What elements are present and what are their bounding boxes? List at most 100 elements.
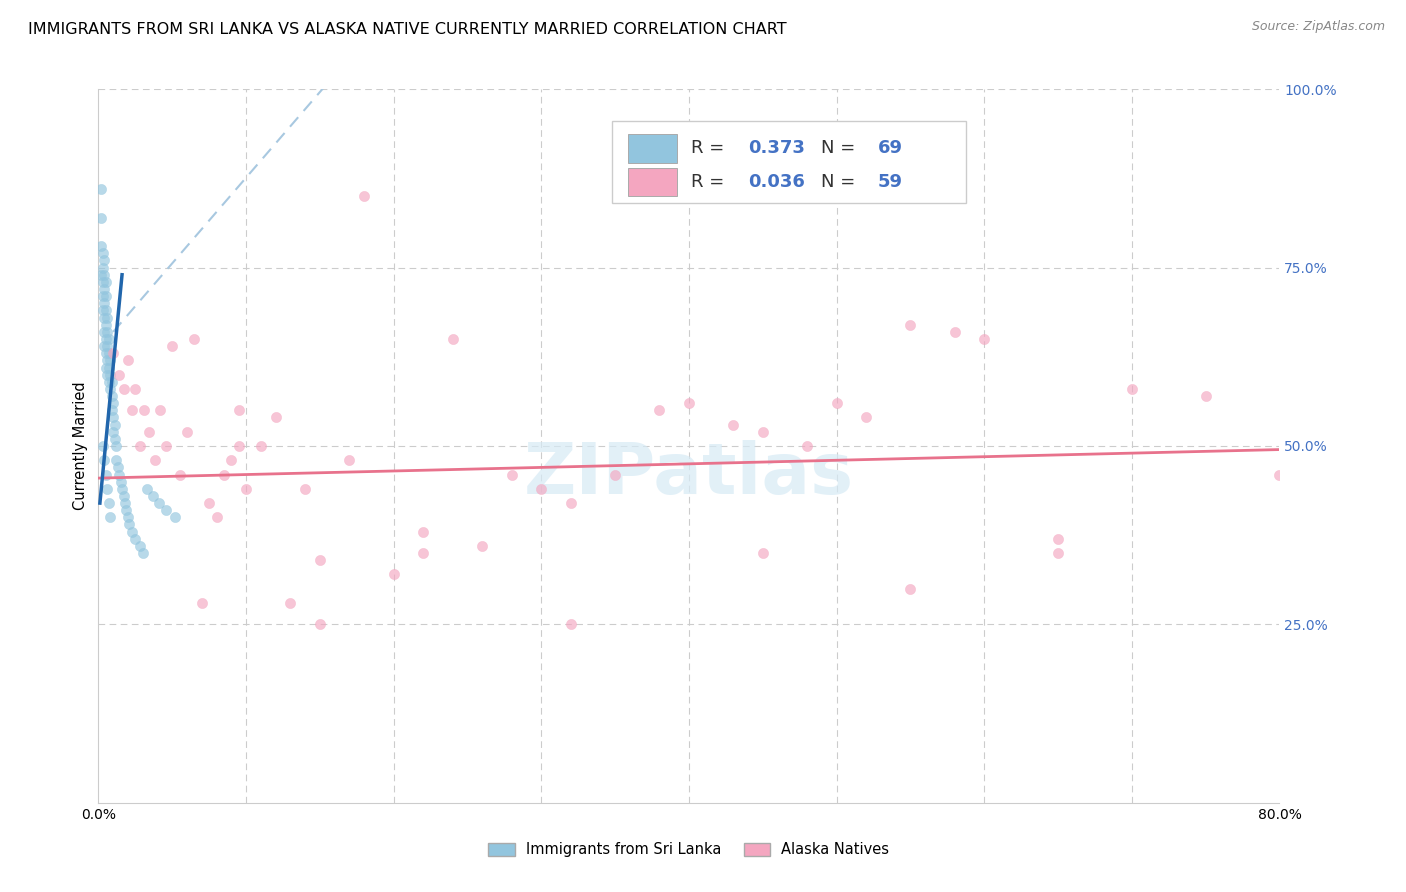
Point <box>136 482 159 496</box>
Point <box>98 510 121 524</box>
Point <box>91 303 114 318</box>
Text: 0.036: 0.036 <box>748 173 804 191</box>
Point <box>1121 382 1143 396</box>
Point <box>94 346 117 360</box>
Point <box>94 289 117 303</box>
Point <box>104 432 127 446</box>
Text: R =: R = <box>692 173 730 191</box>
Point <box>143 453 166 467</box>
Point <box>94 318 117 332</box>
Point <box>605 467 627 482</box>
Point <box>94 275 117 289</box>
Point <box>91 289 114 303</box>
Point <box>98 368 121 382</box>
Point <box>97 375 120 389</box>
Point <box>93 325 115 339</box>
Text: N =: N = <box>821 139 862 157</box>
Point <box>752 546 775 560</box>
Point <box>108 368 131 382</box>
Point <box>412 524 434 539</box>
Point <box>309 617 332 632</box>
Text: ZIPatlas: ZIPatlas <box>524 440 853 509</box>
Point <box>103 425 125 439</box>
Point <box>165 510 187 524</box>
Point <box>90 268 112 282</box>
Point <box>90 182 112 196</box>
Point <box>134 403 156 417</box>
Point <box>100 375 122 389</box>
Point <box>530 482 553 496</box>
Point <box>471 539 494 553</box>
Point <box>115 503 138 517</box>
Point <box>94 303 117 318</box>
Point <box>97 496 120 510</box>
Point <box>121 403 143 417</box>
Point <box>118 517 141 532</box>
Point <box>382 567 405 582</box>
Text: IMMIGRANTS FROM SRI LANKA VS ALASKA NATIVE CURRENTLY MARRIED CORRELATION CHART: IMMIGRANTS FROM SRI LANKA VS ALASKA NATI… <box>28 22 787 37</box>
Point <box>124 382 146 396</box>
Point <box>796 439 818 453</box>
Point <box>100 389 122 403</box>
Point <box>128 539 150 553</box>
Point <box>169 467 191 482</box>
Point <box>91 275 114 289</box>
Point <box>212 467 235 482</box>
Point <box>280 596 302 610</box>
Point <box>148 496 170 510</box>
Point <box>93 253 115 268</box>
Point <box>138 425 160 439</box>
Point <box>103 410 125 425</box>
Point <box>90 211 112 225</box>
Text: Source: ZipAtlas.com: Source: ZipAtlas.com <box>1251 20 1385 33</box>
Point <box>111 482 134 496</box>
Point <box>309 553 332 567</box>
Legend: Immigrants from Sri Lanka, Alaska Natives: Immigrants from Sri Lanka, Alaska Native… <box>482 837 896 863</box>
Point <box>96 482 118 496</box>
Point <box>560 496 582 510</box>
Point <box>825 396 848 410</box>
Point <box>155 503 177 517</box>
Point <box>94 360 117 375</box>
Point <box>162 339 183 353</box>
Point <box>105 453 128 467</box>
Text: 69: 69 <box>877 139 903 157</box>
Text: R =: R = <box>692 139 730 157</box>
Point <box>91 246 114 260</box>
Point <box>142 489 165 503</box>
Point <box>112 489 135 503</box>
Point <box>943 325 966 339</box>
Point <box>235 482 257 496</box>
Y-axis label: Currently Married: Currently Married <box>73 382 89 510</box>
Point <box>104 417 127 432</box>
Point <box>1046 546 1070 560</box>
Point <box>128 439 150 453</box>
Point <box>973 332 995 346</box>
Point <box>98 353 121 368</box>
Point <box>96 353 118 368</box>
Point <box>107 460 129 475</box>
Point <box>93 296 115 310</box>
Point <box>96 310 118 325</box>
Point <box>93 310 115 325</box>
Point <box>900 318 922 332</box>
Point <box>103 396 125 410</box>
Point <box>108 467 131 482</box>
Point <box>176 425 198 439</box>
Point <box>183 332 205 346</box>
Point <box>205 510 228 524</box>
Point <box>100 403 122 417</box>
Point <box>117 510 139 524</box>
Point <box>97 332 120 346</box>
Point <box>198 496 221 510</box>
Point <box>97 360 120 375</box>
Point <box>90 239 112 253</box>
Point <box>191 596 214 610</box>
Point <box>93 268 115 282</box>
Point <box>96 339 118 353</box>
Point <box>117 353 139 368</box>
Text: 0.373: 0.373 <box>748 139 804 157</box>
Point <box>149 403 172 417</box>
Point <box>752 425 775 439</box>
Point <box>121 524 143 539</box>
